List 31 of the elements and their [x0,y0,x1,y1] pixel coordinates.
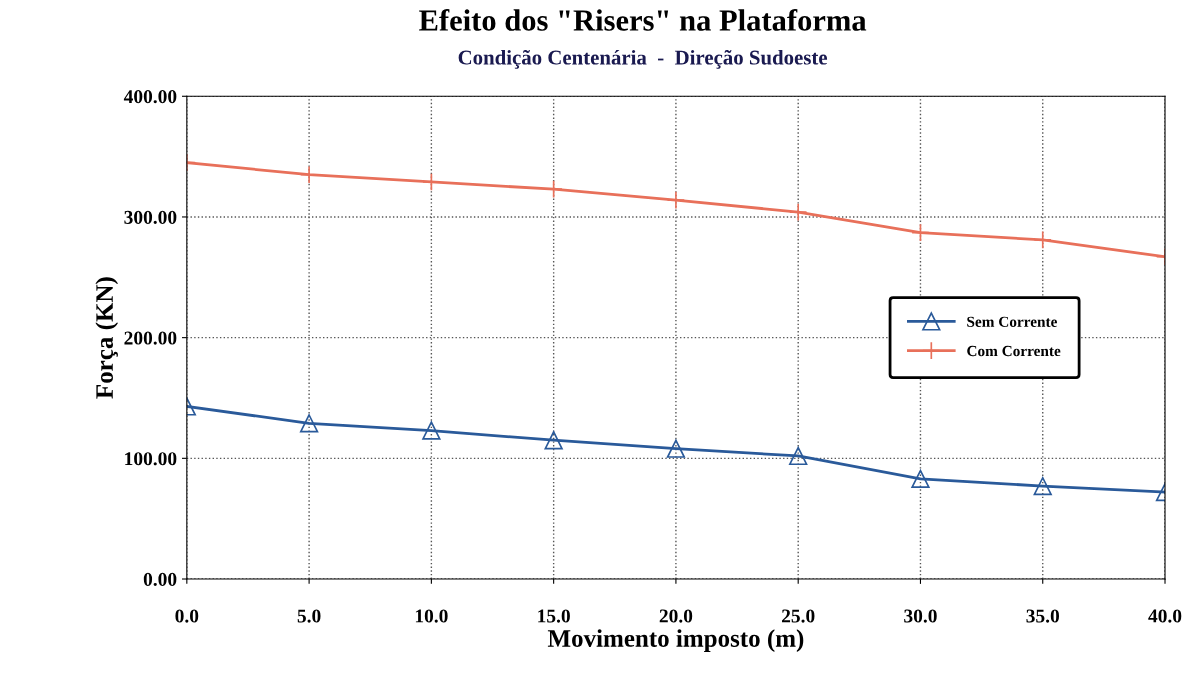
y-tick-label: 0.00 [143,572,177,587]
y-tick-label: 300.00 [124,210,177,224]
point [666,190,686,210]
chart-subtitle: Condição Centenária - Direção Sudoeste [458,49,828,69]
x-tick-label: 5.0 [297,609,321,623]
chart-title: Efeito dos "Risers" na Plataforma [419,9,867,31]
point [1033,476,1052,496]
x-tick-label: 15.0 [538,609,570,623]
point [299,414,319,433]
x-tick-label: 20.0 [659,609,693,623]
y-tick-label: 400.00 [123,90,177,104]
x-tick-label: 0.0 [175,609,199,623]
point [789,202,808,222]
x-tick-label: 40.0 [1148,609,1182,623]
x-axis-title: Movimento imposto (m) [547,629,804,652]
x-tick-label: 25.0 [782,609,815,623]
x-tick-label: 30.0 [904,609,937,623]
point [1033,230,1052,250]
y-tick-label: 100.00 [125,452,177,466]
y-tick-label: 200.00 [124,331,177,345]
point [666,439,686,458]
point [911,223,930,242]
point [789,446,808,466]
y-axis-title: Força (KN) [95,277,119,399]
point [544,431,563,450]
point [911,469,930,489]
x-tick-label: 35.0 [1026,609,1060,623]
legend-label: Com Corrente [967,345,1061,357]
point [422,421,441,440]
legend-label: Sem Corrente [967,316,1057,327]
x-tick-label: 10.0 [415,609,448,623]
